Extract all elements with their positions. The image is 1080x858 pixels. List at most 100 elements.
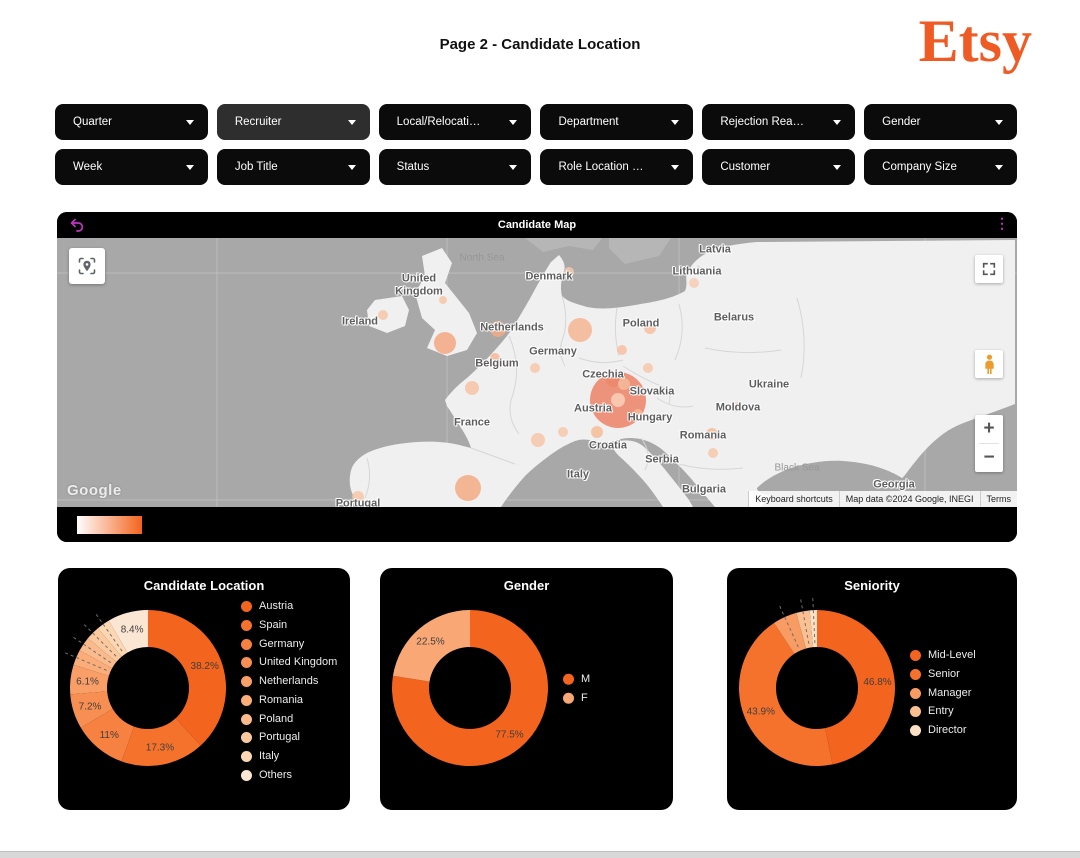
filter-department[interactable]: Department [540, 104, 694, 140]
map-bubble-lisbon[interactable] [352, 491, 364, 503]
legend-item-f[interactable]: F [563, 692, 590, 706]
donut-slice-portugal[interactable] [87, 628, 122, 662]
slice-leader-line [779, 605, 799, 648]
pegman-streetview-button[interactable] [975, 350, 1003, 378]
filter-recruiter[interactable]: Recruiter [216, 104, 370, 140]
filter-rejection-rea[interactable]: Rejection Rea… [702, 104, 856, 140]
map-bubble-krakow[interactable] [643, 363, 653, 373]
donut-slice-entry[interactable] [796, 610, 814, 649]
filter-quarter[interactable]: Quarter [55, 104, 208, 140]
filter-status[interactable]: Status [378, 149, 532, 185]
filter-job-title[interactable]: Job Title [216, 149, 370, 185]
map-bubble-vilnius[interactable] [689, 278, 699, 288]
legend-item-netherlands[interactable]: Netherlands [241, 675, 337, 689]
donut-slice-netherlands[interactable] [70, 664, 109, 695]
donut-slice-senior[interactable] [738, 622, 833, 766]
legend-item-director[interactable]: Director [910, 724, 976, 738]
legend-item-austria[interactable]: Austria [241, 600, 337, 614]
map-bubble-dublin[interactable] [378, 310, 388, 320]
fullscreen-button[interactable] [975, 255, 1003, 283]
legend-label: Poland [259, 712, 294, 725]
donut-slice-f[interactable] [392, 610, 470, 682]
zoom-out-button[interactable]: − [983, 447, 995, 468]
map-bubble-budapest[interactable] [633, 409, 643, 419]
donut-slice-poland[interactable] [79, 638, 117, 669]
page-title: Page 2 - Candidate Location [439, 36, 641, 53]
map-bubble-zagreb[interactable] [591, 426, 603, 438]
filter-local-relocati[interactable]: Local/Relocati… [378, 104, 532, 140]
filter-label: Company Size [882, 161, 957, 173]
slice-leader-line [95, 614, 123, 652]
donut-chart-candidate-location: 38.2% 17.3% 11% 7.2% 6.1% 8.4% [64, 610, 227, 766]
legend-item-portugal[interactable]: Portugal [241, 731, 337, 745]
legend-item-poland[interactable]: Poland [241, 713, 337, 727]
chart-card-seniority: Seniority 46.8% 43.9% Mid-Level Senior Mana… [727, 568, 1017, 810]
chevron-down-icon [347, 119, 356, 125]
donut-slice-m[interactable] [392, 610, 548, 766]
donut-chart-seniority: 46.8% 43.9% [738, 598, 895, 766]
map-bubble-frankfurt[interactable] [530, 363, 540, 373]
chevron-down-icon [994, 119, 1003, 125]
filter-company-size[interactable]: Company Size [864, 149, 1017, 185]
legend-item-senior[interactable]: Senior [910, 668, 976, 682]
donut-slice-manager[interactable] [773, 612, 807, 654]
legend-label: M [581, 672, 591, 685]
map-bubble-barcelona[interactable] [455, 475, 481, 501]
legend-item-romania[interactable]: Romania [241, 694, 337, 708]
map-bubble-brussels[interactable] [490, 353, 500, 363]
map-bubble-chisinau[interactable] [732, 402, 742, 412]
donut-slice-germany[interactable] [80, 708, 135, 762]
legend-dot [241, 657, 252, 669]
legend-item-germany[interactable]: Germany [241, 638, 337, 652]
legend-item-m[interactable]: M [563, 673, 590, 687]
donut-slice-italy[interactable] [97, 620, 128, 657]
donut-slice-romania[interactable] [73, 650, 113, 676]
map-bubble-copenhagen[interactable] [564, 267, 574, 277]
map-bubble-vienna-core[interactable] [611, 393, 625, 407]
donut-slice-director[interactable] [809, 610, 817, 648]
map-bubble-milan[interactable] [531, 433, 545, 447]
legend-item-entry[interactable]: Entry [910, 705, 976, 719]
undo-icon[interactable] [69, 217, 85, 233]
center-map-button[interactable] [69, 248, 105, 284]
map-bubble-bucharest[interactable] [706, 428, 718, 440]
keyboard-shortcuts-link[interactable]: Keyboard shortcuts [748, 491, 839, 507]
map-canvas[interactable]: North Sea Black Sea United Kingdom Ireland D… [57, 238, 1017, 507]
etsy-logo: Etsy [918, 8, 1032, 74]
slice-leader-line [73, 636, 112, 664]
legend-item-others[interactable]: Others [241, 769, 337, 783]
italy-land [613, 440, 693, 507]
map-bubble-paris[interactable] [465, 381, 479, 395]
map-bubble-manchester[interactable] [439, 296, 447, 304]
legend-item-mid-level[interactable]: Mid-Level [910, 649, 976, 663]
map-bubble-amsterdam[interactable] [490, 321, 506, 337]
europe-land [349, 240, 1015, 507]
zoom-in-button[interactable]: + [983, 418, 995, 439]
chart-card-candidate-location: Candidate Location 38.2% 17.3% 11% 7.2% 6.1%… [58, 568, 350, 810]
terms-link[interactable]: Terms [979, 491, 1017, 507]
map-attribution: Keyboard shortcuts Map data ©2024 Google… [748, 491, 1017, 507]
filter-gender[interactable]: Gender [864, 104, 1017, 140]
donut-slice-united-kingdom[interactable] [70, 691, 113, 728]
map-bubble-london[interactable] [434, 332, 456, 354]
legend-item-spain[interactable]: Spain [241, 619, 337, 633]
map-bubble-ljubljana[interactable] [558, 427, 568, 437]
donut-slice-spain[interactable] [121, 718, 201, 766]
map-bubble-sofia[interactable] [708, 448, 718, 458]
donut-slice-mid-level[interactable] [817, 610, 895, 765]
legend-item-united-kingdom[interactable]: United Kingdom [241, 656, 337, 670]
filter-role-location[interactable]: Role Location … [540, 149, 694, 185]
map-bubble-hamburg[interactable] [568, 318, 592, 342]
filter-week[interactable]: Week [55, 149, 208, 185]
legend-item-italy[interactable]: Italy [241, 750, 337, 764]
map-bubble-brno[interactable] [618, 378, 630, 390]
donut-slice-others[interactable] [108, 610, 148, 653]
map-bubble-warsaw[interactable] [644, 322, 656, 334]
filter-customer[interactable]: Customer [702, 149, 856, 185]
map-bubble-berlin[interactable] [617, 345, 627, 355]
kebab-menu-icon[interactable]: ⋮ [995, 215, 1009, 231]
donut-slice-austria[interactable] [148, 610, 227, 746]
slice-value-label: 38.2% [191, 661, 219, 672]
filter-label: Quarter [73, 116, 112, 128]
legend-item-manager[interactable]: Manager [910, 687, 976, 701]
